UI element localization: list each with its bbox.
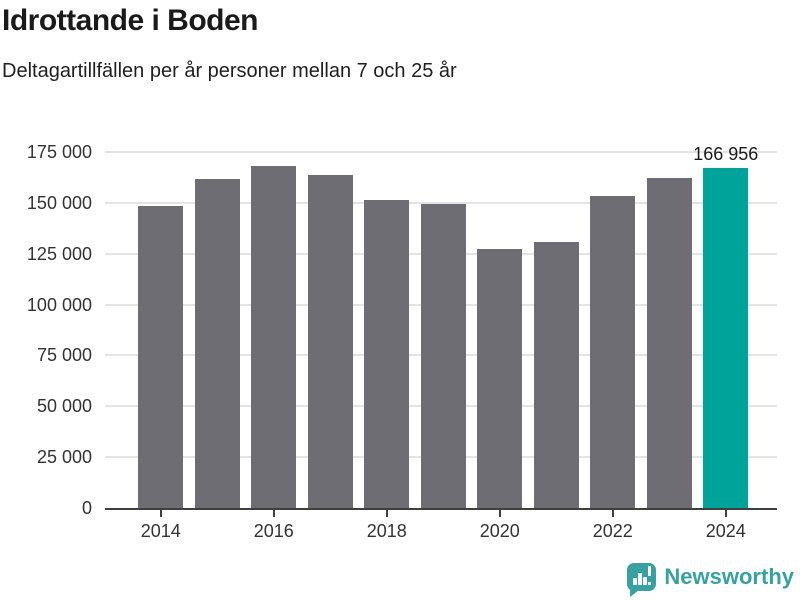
y-axis-tick-label: 150 000	[26, 192, 92, 213]
x-axis-tick-label: 2022	[592, 521, 633, 541]
y-axis-tick-label: 175 000	[26, 142, 92, 162]
bar-chart-glyph-icon	[633, 566, 652, 585]
bar-2024	[703, 168, 749, 508]
y-axis-tick-label: 100 000	[26, 294, 92, 315]
plot-area: 0 25 000 50 000 75 000 100 000 125 000 150 000…	[27, 135, 777, 545]
bar-chart: 0 25 000 50 000 75 000 100 000 125 000 150 000…	[0, 135, 800, 545]
x-axis-tick-mark	[611, 510, 614, 517]
bar-2020	[477, 249, 523, 508]
x-axis-tick-label: 2020	[479, 521, 520, 541]
brand-name: Newsworthy	[664, 564, 794, 589]
bar-2021	[533, 241, 579, 508]
bar-2019	[420, 203, 466, 508]
newsworthy-logo-icon	[627, 563, 657, 597]
brand-footer: Newsworthy	[627, 560, 794, 597]
y-axis-tick-label: 75 000	[36, 345, 92, 366]
bar-2016	[251, 165, 297, 508]
x-axis-tick-mark	[385, 510, 388, 517]
y-axis-tick-label: 50 000	[36, 396, 92, 417]
highlight-value-label: 166 956	[693, 144, 759, 165]
y-axis-tick-label: 25 000	[36, 447, 92, 468]
x-axis-tick-mark	[498, 510, 501, 517]
gridline	[105, 151, 777, 153]
bar-2015	[194, 178, 240, 508]
bar-2023	[646, 177, 692, 508]
bar-2014	[138, 206, 184, 508]
x-axis-line	[105, 508, 777, 510]
x-axis-tick-mark	[272, 510, 275, 517]
bar-2022	[590, 195, 636, 508]
x-axis-tick-label: 2016	[253, 521, 294, 541]
x-axis-tick-mark	[159, 510, 162, 517]
bar-2018	[364, 199, 410, 508]
page-subtitle: Deltagartillfällen per år personer mella…	[2, 60, 457, 82]
x-axis-tick-label: 2018	[366, 521, 407, 541]
x-axis-tick-mark	[724, 510, 727, 517]
x-axis-tick-label: 2024	[705, 521, 746, 541]
y-axis-tick-label: 0	[81, 498, 92, 518]
y-axis-tick-label: 125 000	[26, 243, 92, 264]
gridline	[105, 201, 777, 204]
page-title: Idrottande i Boden	[2, 4, 259, 37]
bar-2017	[307, 174, 353, 508]
x-axis-tick-label: 2014	[140, 521, 181, 541]
